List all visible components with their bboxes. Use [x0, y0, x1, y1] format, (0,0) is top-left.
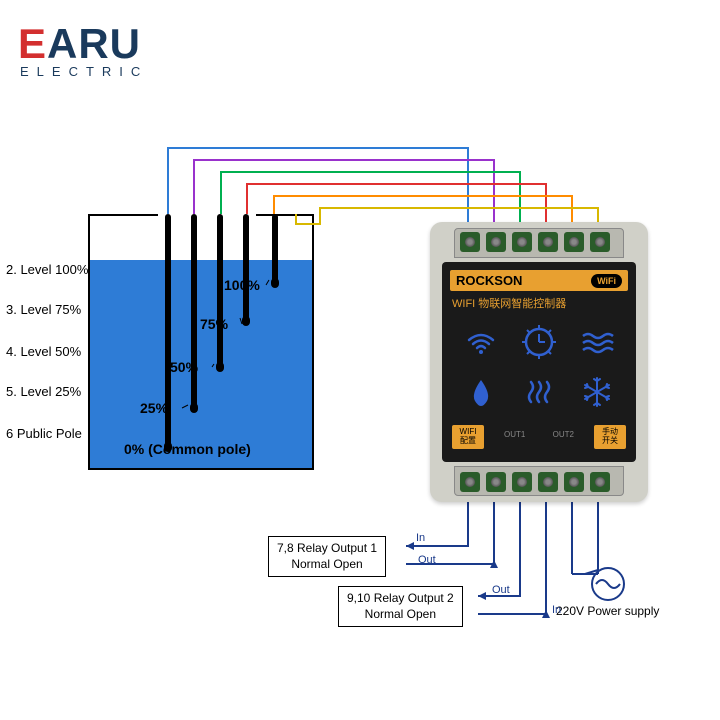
out2-label: OUT2 [545, 425, 581, 449]
power-label: 220V Power supply [556, 604, 659, 618]
probe-4 [165, 214, 171, 446]
relay2-callout: 9,10 Relay Output 2 Normal Open [338, 586, 463, 627]
wifi-config-button[interactable]: WIFI 配置 [452, 425, 484, 449]
waves-icon [570, 319, 624, 365]
in-label-1: In [416, 532, 425, 544]
level-label-0: 2. Level 100% [6, 262, 88, 277]
device-title: WIFI 物联网智能控制器 [450, 295, 628, 311]
probe-2 [217, 214, 223, 366]
heat-icon [512, 369, 566, 415]
timer-icon [512, 319, 566, 365]
bottom-terminals [460, 472, 610, 492]
top-terminals [460, 232, 610, 252]
probe-3 [191, 214, 197, 407]
out-label-1: Out [418, 554, 436, 566]
wifi-icon [454, 319, 508, 365]
probe-1 [243, 214, 249, 320]
manual-switch-button[interactable]: 手动 开关 [594, 425, 626, 449]
out1-label: OUT1 [497, 425, 533, 449]
droplet-icon [454, 369, 508, 415]
level-label-3: 5. Level 25% [6, 384, 81, 399]
level-label-4: 6 Public Pole [6, 426, 82, 441]
level-inside-4: 0% (Common pole) [124, 441, 251, 457]
level-label-1: 3. Level 75% [6, 302, 81, 317]
level-label-2: 4. Level 50% [6, 344, 81, 359]
out-label-2: Out [492, 584, 510, 596]
device-brand: ROCKSON [456, 273, 522, 288]
level-inside-3: 25% [140, 400, 168, 416]
logo-subtitle: ELECTRIC [20, 64, 148, 79]
brand-logo: EARU ELECTRIC [18, 20, 148, 79]
relay1-callout: 7,8 Relay Output 1 Normal Open [268, 536, 386, 577]
wifi-badge-icon: WiFi [591, 274, 622, 288]
level-inside-1: 75% [200, 316, 228, 332]
logo-text: EARU [18, 20, 148, 68]
controller-device: ROCKSON WiFi WIFI 物联网智能控制器 [430, 222, 648, 502]
level-inside-0: 100% [224, 277, 260, 293]
device-faceplate: ROCKSON WiFi WIFI 物联网智能控制器 [442, 262, 636, 462]
in-label-2: In [552, 604, 561, 616]
probe-0 [272, 214, 278, 282]
tank-water [90, 260, 312, 468]
snowflake-icon [570, 369, 624, 415]
